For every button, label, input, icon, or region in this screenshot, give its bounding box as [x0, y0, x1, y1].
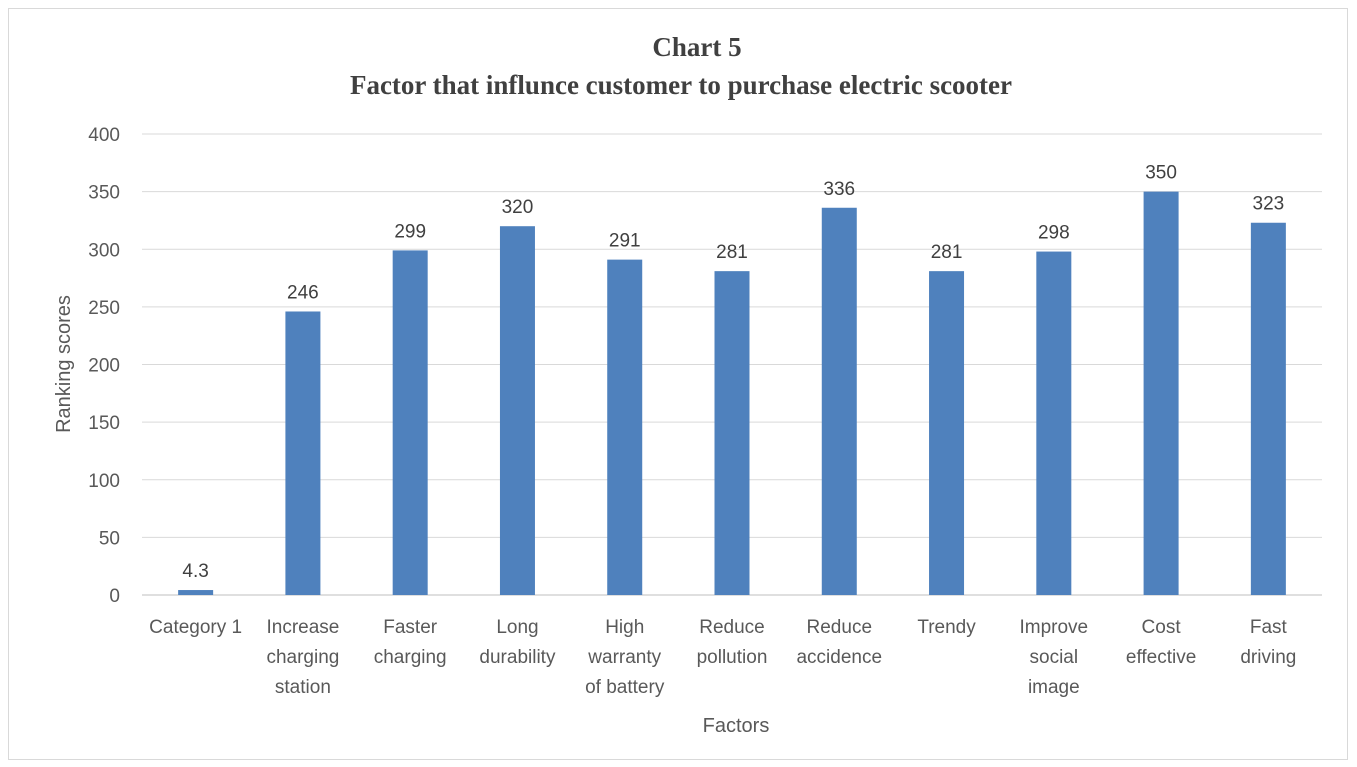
x-tick-label-line: charging — [266, 647, 339, 668]
y-tick-label: 300 — [88, 240, 120, 261]
bar — [929, 271, 965, 595]
x-tick-label-line: charging — [374, 647, 447, 668]
x-tick-label: Improve social image — [1019, 617, 1088, 698]
x-tick-label-line: Fast — [1250, 617, 1288, 638]
y-tick-label: 0 — [109, 586, 120, 607]
bar — [285, 311, 321, 595]
x-tick-label-line: station — [275, 677, 331, 698]
x-tick-label: Fast driving — [1240, 617, 1296, 668]
x-tick-label-line: of battery — [585, 677, 665, 698]
x-tick-label-line: driving — [1240, 647, 1296, 668]
bar — [392, 250, 428, 595]
chart-frame — [8, 8, 1348, 760]
x-tick-label-line: image — [1028, 677, 1080, 698]
data-label: 299 — [394, 221, 426, 242]
y-axis-title: Ranking scores — [53, 295, 75, 433]
x-tick-label: High warranty of battery — [585, 617, 665, 698]
data-label: 323 — [1253, 194, 1285, 215]
x-tick-label-line: Trendy — [917, 617, 976, 638]
x-tick-label: Faster charging — [374, 617, 447, 668]
x-tick-label-line: Cost — [1142, 617, 1182, 638]
x-tick-label-line: durability — [479, 647, 556, 668]
x-tick-label-line: effective — [1126, 647, 1196, 668]
bar — [178, 590, 214, 595]
bar — [1036, 251, 1072, 595]
x-tick-label-line: Faster — [383, 617, 438, 638]
x-tick-label-line: accidence — [796, 647, 882, 668]
x-tick-label: Increase charging station — [266, 617, 339, 698]
x-tick-label-line: Reduce — [699, 617, 765, 638]
y-tick-label: 400 — [88, 125, 120, 146]
data-label: 320 — [502, 197, 534, 218]
x-tick-label: Trendy — [917, 617, 976, 638]
x-tick-label-line: Improve — [1019, 617, 1088, 638]
x-tick-label: Reduce accidence — [796, 617, 882, 668]
x-tick-label: Long durability — [479, 617, 556, 668]
y-tick-label: 100 — [88, 471, 120, 492]
x-axis-title: Factors — [703, 715, 770, 737]
y-tick-label: 350 — [88, 183, 120, 204]
chart-title: Chart 5 Factor that influnce customer to… — [350, 32, 1012, 100]
chart-title-line-1: Chart 5 — [652, 32, 741, 62]
x-tick-label-line: High — [605, 617, 644, 638]
bar — [821, 207, 857, 595]
x-tick-label-line: warranty — [587, 647, 661, 668]
data-label: 281 — [716, 242, 748, 263]
x-tick-label-line: Increase — [266, 617, 339, 638]
data-labels: 4.3 246 299 320 291 281 336 281 298 350 323 — [182, 163, 1284, 582]
y-tick-label: 200 — [88, 356, 120, 377]
y-axis-ticks: 0 50 100 150 200 250 300 350 400 — [88, 125, 120, 607]
x-tick-label: Cost effective — [1126, 617, 1196, 668]
y-tick-label: 150 — [88, 413, 120, 434]
chart-title-line-2: Factor that influnce customer to purchas… — [350, 70, 1012, 100]
data-label: 246 — [287, 282, 319, 303]
x-tick-label-line: social — [1030, 647, 1079, 668]
x-tick-label-line: Category 1 — [149, 617, 242, 638]
bars — [178, 191, 1286, 595]
y-tick-label: 50 — [99, 528, 120, 549]
data-label: 298 — [1038, 223, 1070, 244]
x-tick-label: Reduce pollution — [697, 617, 768, 668]
bar — [499, 226, 535, 595]
data-label: 336 — [823, 179, 855, 200]
data-label: 281 — [931, 242, 963, 263]
data-label: 4.3 — [182, 561, 208, 582]
data-label: 350 — [1145, 163, 1177, 184]
x-tick-label-line: pollution — [697, 647, 768, 668]
x-axis-categories: Category 1 Increase charging station Faster c… — [149, 617, 1296, 698]
x-tick-label: Category 1 — [149, 617, 242, 638]
y-tick-label: 250 — [88, 298, 120, 319]
bar — [1143, 191, 1179, 595]
bar — [1250, 222, 1286, 595]
bar — [714, 271, 750, 595]
bar — [607, 259, 643, 595]
x-tick-label-line: Reduce — [807, 617, 873, 638]
data-label: 291 — [609, 231, 641, 252]
x-tick-label-line: Long — [496, 617, 538, 638]
